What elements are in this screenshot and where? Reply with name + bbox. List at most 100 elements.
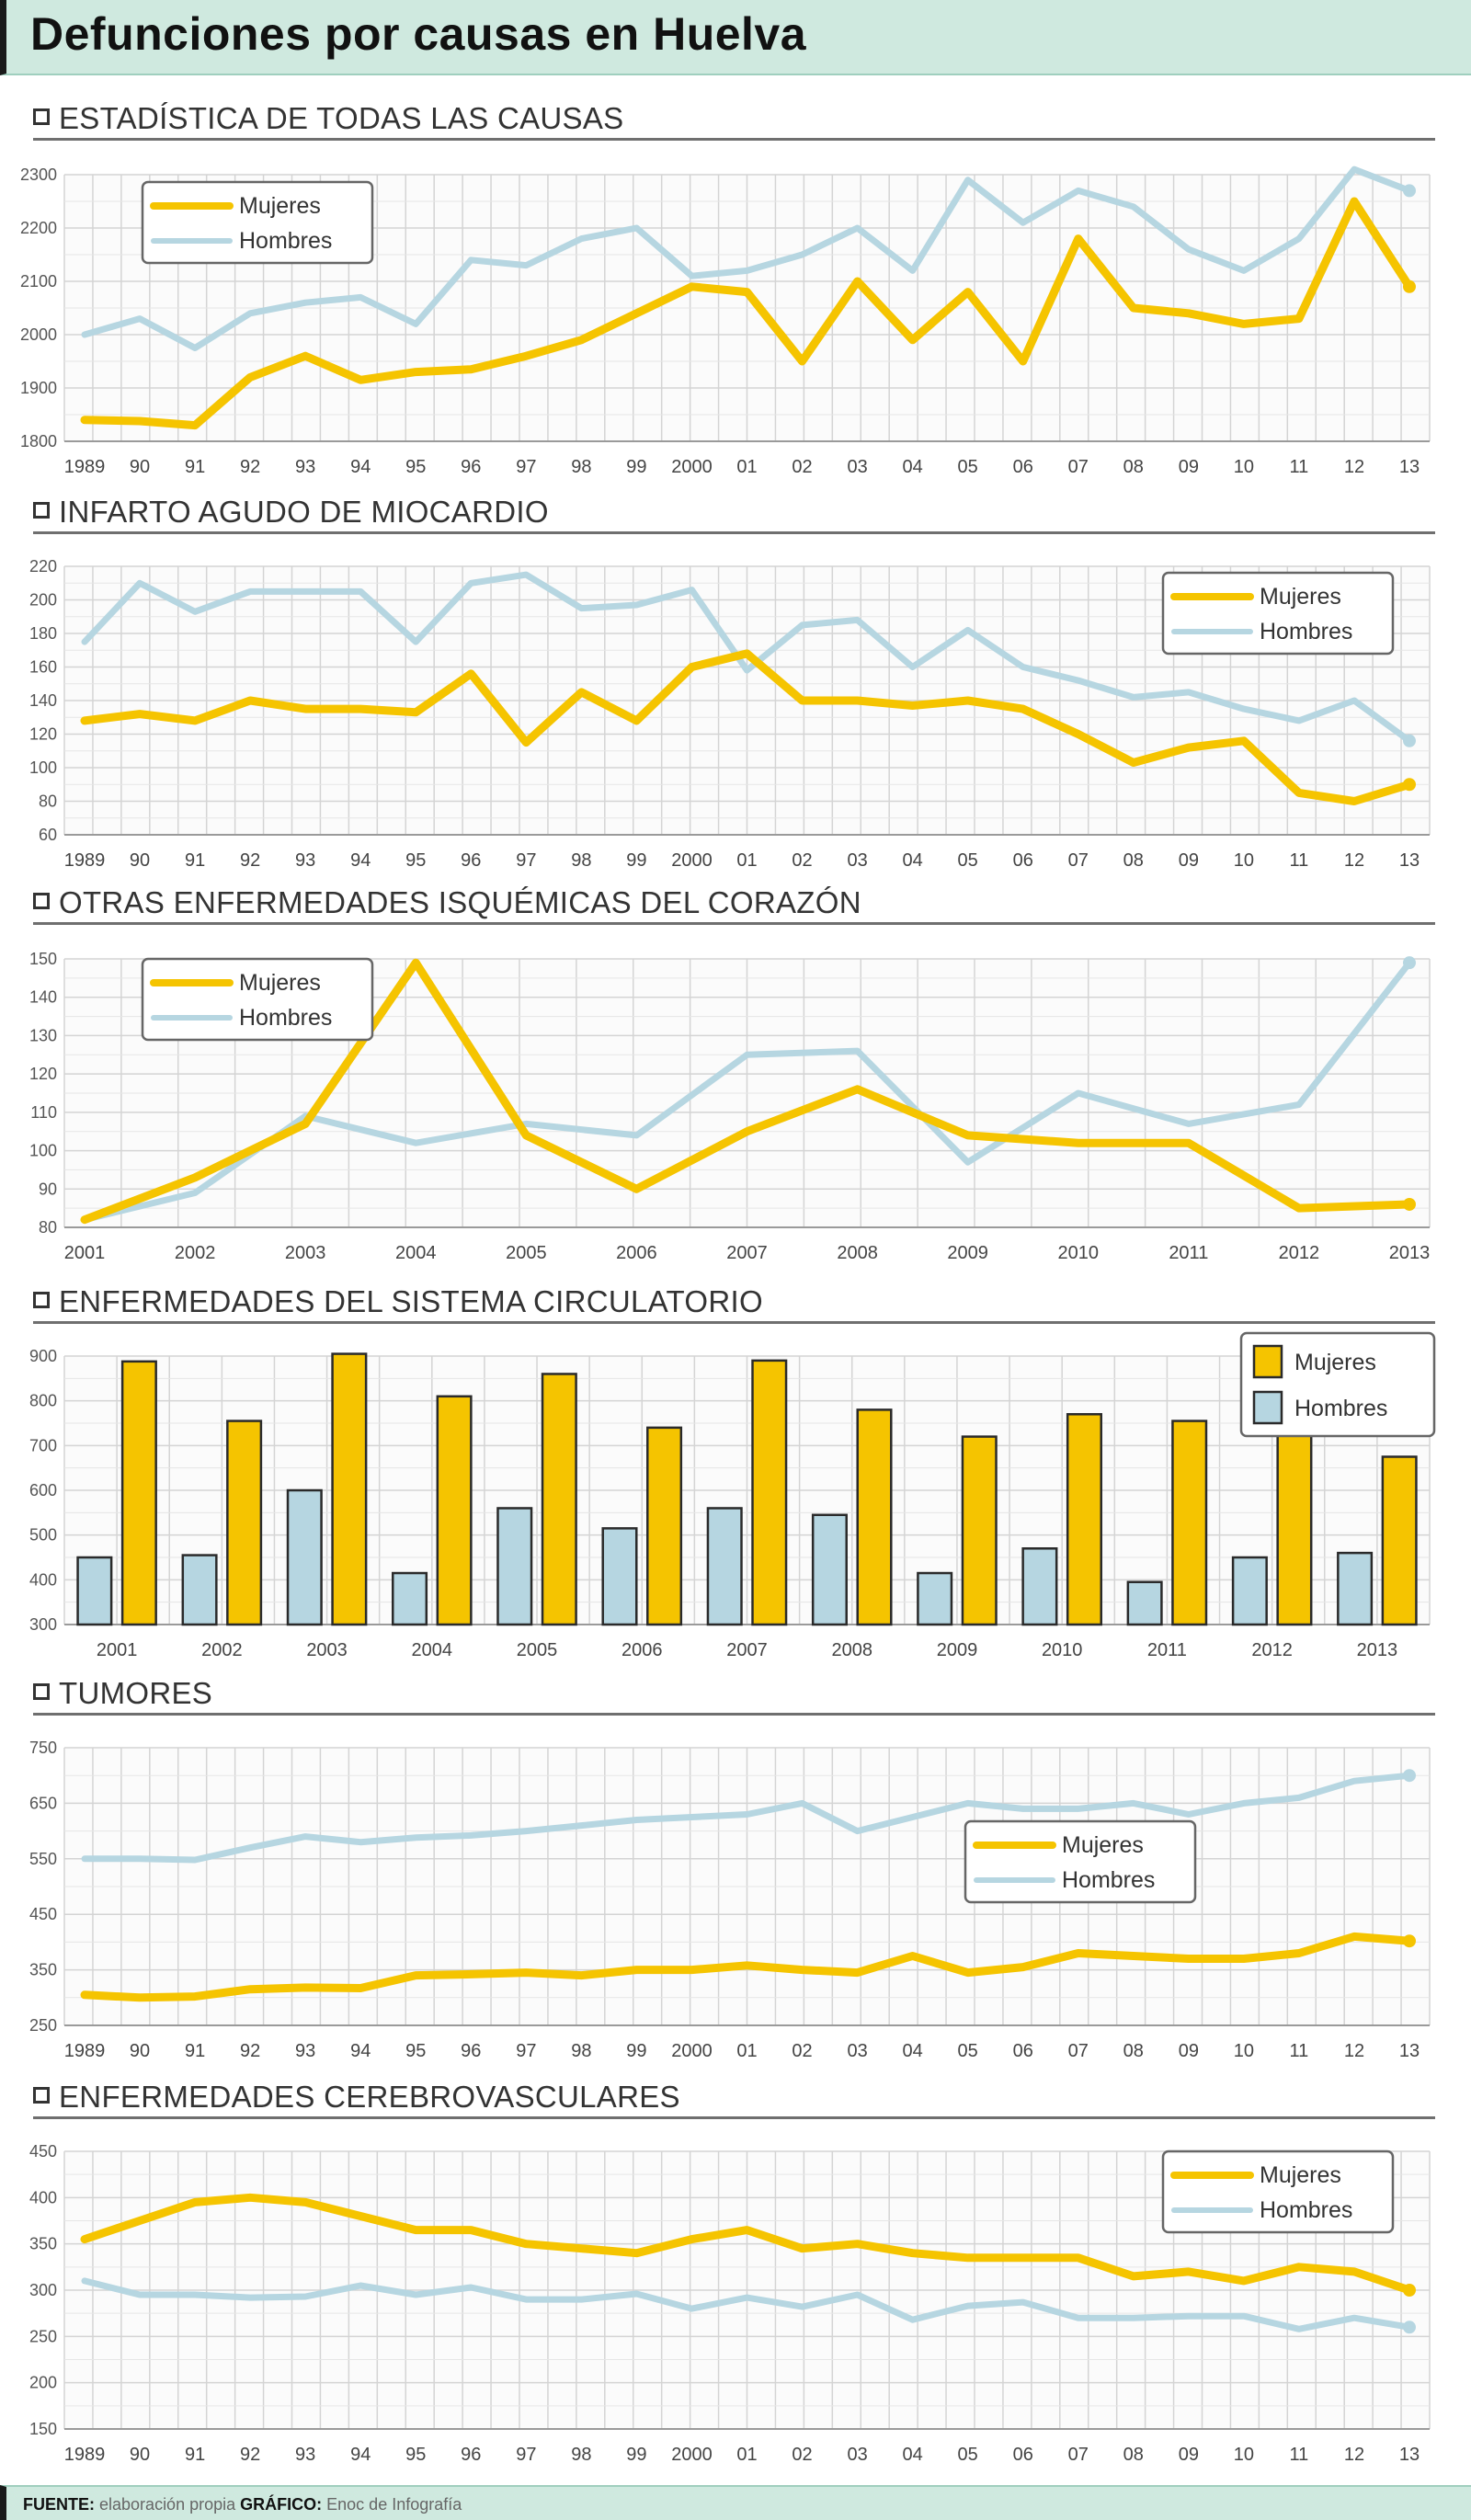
x-tick-label: 10 (1234, 2445, 1254, 2465)
x-tick-label: 92 (240, 2445, 260, 2465)
x-tick-label: 2013 (1389, 1243, 1431, 1263)
y-tick-label: 1900 (20, 379, 57, 397)
section-header-infarto: INFARTO AGUDO DE MIOCARDIO (33, 495, 1435, 534)
series-line-mujeres (80, 1932, 1414, 2002)
x-tick-label: 03 (847, 2041, 867, 2061)
y-tick-label: 800 (29, 1392, 57, 1410)
x-tick-label: 06 (1013, 850, 1033, 871)
footer: FUENTE: elaboración propia GRÁFICO: Enoc… (0, 2485, 1471, 2520)
footer-grafico-label: GRÁFICO: (240, 2495, 323, 2514)
x-tick-label: 09 (1179, 2445, 1199, 2465)
bar-hombres (76, 1556, 113, 1626)
legend-label-hombres: Hombres (1062, 1867, 1155, 1893)
series-end-point-hombres (1403, 956, 1416, 970)
legend-label-mujeres: Mujeres (239, 970, 321, 996)
y-tick-label: 120 (29, 1065, 57, 1083)
y-tick-label: 300 (29, 2281, 57, 2299)
legend-label-mujeres: Mujeres (1294, 1350, 1376, 1375)
bar-mujeres (120, 1360, 157, 1626)
y-tick-label: 220 (29, 557, 57, 576)
chart-circulatorio: 300 400 500 600 700 800 900 2001 2002 2003 2004 200… (29, 1331, 1436, 1660)
series-line-mujeres (80, 2193, 1414, 2295)
x-tick-label: 08 (1123, 457, 1144, 477)
series-end-point-hombres (1403, 1769, 1416, 1783)
legend-label-mujeres: Mujeres (1260, 2162, 1341, 2188)
legend-swatch-hombres (1252, 1390, 1283, 1425)
x-tick-label: 95 (405, 2445, 426, 2465)
bar-mujeres (961, 1435, 998, 1626)
x-tick-label: 2003 (285, 1243, 326, 1263)
section-title-circulatorio: ENFERMEDADES DEL SISTEMA CIRCULATORIO (59, 1284, 763, 1318)
section-header-isquemicas: OTRAS ENFERMEDADES ISQUÉMICAS DEL CORAZÓ… (33, 885, 1435, 925)
x-tick-label: 2002 (175, 1243, 216, 1263)
y-tick-label: 750 (29, 1739, 57, 1757)
x-tick-label: 02 (792, 2445, 812, 2465)
y-tick-label: 300 (29, 1615, 57, 1634)
x-tick-label: 01 (736, 850, 757, 871)
bar-hombres (286, 1488, 323, 1626)
x-tick-label: 12 (1344, 457, 1364, 477)
checkbox-square-icon (33, 108, 50, 125)
x-tick-label: 05 (958, 850, 978, 871)
y-tick-label: 150 (29, 950, 57, 968)
x-tick-label: 92 (240, 2041, 260, 2061)
x-tick-label: 04 (903, 850, 923, 871)
x-tick-label: 93 (295, 2041, 315, 2061)
footer-credits: FUENTE: elaboración propia GRÁFICO: Enoc… (23, 2495, 462, 2514)
x-tick-label: 03 (847, 2445, 867, 2465)
x-tick-label: 2006 (616, 1243, 657, 1263)
section-header-todas: ESTADÍSTICA DE TODAS LAS CAUSAS (33, 101, 1435, 141)
y-tick-label: 700 (29, 1436, 57, 1454)
bar-mujeres (436, 1395, 473, 1626)
x-tick-label: 13 (1399, 850, 1420, 871)
series-end-point-mujeres (1403, 1934, 1416, 1948)
x-tick-label: 13 (1399, 457, 1420, 477)
x-tick-label: 2000 (671, 2041, 713, 2061)
x-tick-label: 2009 (937, 1640, 978, 1660)
bar-hombres (706, 1507, 743, 1626)
x-tick-label: 2012 (1279, 1243, 1320, 1263)
x-tick-label: 98 (571, 850, 591, 871)
x-tick-label: 96 (461, 850, 481, 871)
y-tick-label: 180 (29, 624, 57, 643)
x-tick-label: 97 (516, 457, 536, 477)
y-tick-label: 140 (29, 988, 57, 1007)
section-header-tumores: TUMORES (33, 1676, 1435, 1716)
x-tick-label: 2008 (831, 1640, 872, 1660)
x-tick-label: 98 (571, 2445, 591, 2465)
y-tick-label: 110 (30, 1103, 57, 1122)
series-line-hombres (81, 165, 1413, 351)
x-tick-label: 97 (516, 850, 536, 871)
y-tick-label: 350 (29, 1961, 57, 1979)
x-tick-label: 13 (1399, 2041, 1420, 2061)
x-tick-label: 1989 (64, 850, 106, 871)
x-tick-label: 99 (626, 2041, 646, 2061)
x-tick-label: 2002 (201, 1640, 243, 1660)
series-end-point-hombres (1403, 734, 1416, 747)
bar-hombres (811, 1513, 848, 1626)
x-tick-label: 90 (130, 850, 150, 871)
x-tick-label: 94 (350, 2445, 371, 2465)
section-title-tumores: TUMORES (59, 1676, 213, 1710)
x-tick-label: 90 (130, 2445, 150, 2465)
y-tick-label: 450 (29, 2142, 57, 2161)
legend-label-hombres: Hombres (1260, 2197, 1352, 2223)
y-tick-label: 200 (29, 2374, 57, 2392)
y-tick-label: 90 (39, 1180, 57, 1198)
x-tick-label: 2000 (671, 2445, 713, 2465)
x-tick-label: 09 (1179, 2041, 1199, 2061)
bar-hombres (1021, 1547, 1058, 1626)
bar-mujeres (226, 1420, 263, 1626)
x-tick-label: 2007 (726, 1243, 768, 1263)
x-tick-label: 2011 (1169, 1243, 1208, 1263)
bar-mujeres (856, 1408, 893, 1626)
legend-label-mujeres: Mujeres (1260, 584, 1341, 610)
y-tick-label: 2200 (20, 219, 57, 237)
x-tick-label: 2010 (1058, 1243, 1100, 1263)
x-tick-label: 11 (1290, 850, 1309, 871)
x-tick-label: 01 (736, 2041, 757, 2061)
checkbox-square-icon (33, 1292, 50, 1308)
x-tick-label: 04 (903, 2041, 923, 2061)
y-tick-label: 2300 (20, 165, 57, 184)
x-tick-label: 12 (1344, 2041, 1364, 2061)
